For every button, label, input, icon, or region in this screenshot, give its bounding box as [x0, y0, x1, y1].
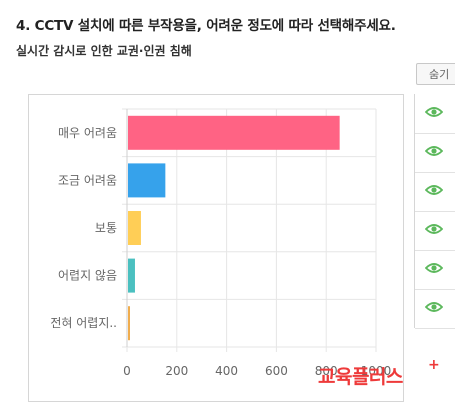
series-toggle-row[interactable] [415, 211, 455, 251]
question-title: 4. CCTV 설치에 따른 부작용을, 어려운 정도에 따라 선택해주세요. [16, 18, 396, 34]
category-label: 전혀 어렵지.. [50, 316, 117, 330]
eye-icon[interactable] [425, 262, 443, 274]
eye-icon[interactable] [425, 301, 443, 313]
brand-name: 교육플러스 [318, 366, 403, 388]
bar [128, 163, 166, 198]
brand-logo: 교육플러스 + [318, 357, 440, 389]
category-label: 조금 어려움 [58, 173, 117, 187]
eye-icon[interactable] [425, 223, 443, 235]
bar [128, 115, 340, 150]
bar [128, 258, 135, 293]
category-label: 어렵지 않음 [58, 269, 117, 283]
series-visibility-panel [414, 94, 455, 329]
bar [128, 306, 130, 341]
eye-icon[interactable] [425, 184, 443, 196]
eye-icon[interactable] [425, 106, 443, 118]
x-tick-label: 200 [165, 364, 188, 378]
series-toggle-row[interactable] [415, 289, 455, 329]
x-tick-label: 1000 [361, 364, 392, 378]
category-label: 매우 어려움 [58, 126, 117, 140]
series-toggle-row[interactable] [415, 172, 455, 212]
series-toggle-row[interactable] [415, 94, 455, 134]
x-tick-label: 600 [265, 364, 288, 378]
x-tick-label: 0 [123, 364, 131, 378]
hide-button[interactable]: 숨기 [416, 63, 455, 85]
x-tick-label: 800 [315, 364, 338, 378]
question-subtitle: 실시간 감시로 인한 교권·인권 침해 [16, 44, 192, 58]
category-label: 보통 [95, 221, 117, 235]
series-toggle-row[interactable] [415, 250, 455, 290]
bar [128, 211, 141, 245]
series-toggle-row[interactable] [415, 133, 455, 173]
eye-icon[interactable] [425, 145, 443, 157]
brand-plus: + [428, 357, 440, 373]
x-tick-label: 400 [215, 364, 238, 378]
